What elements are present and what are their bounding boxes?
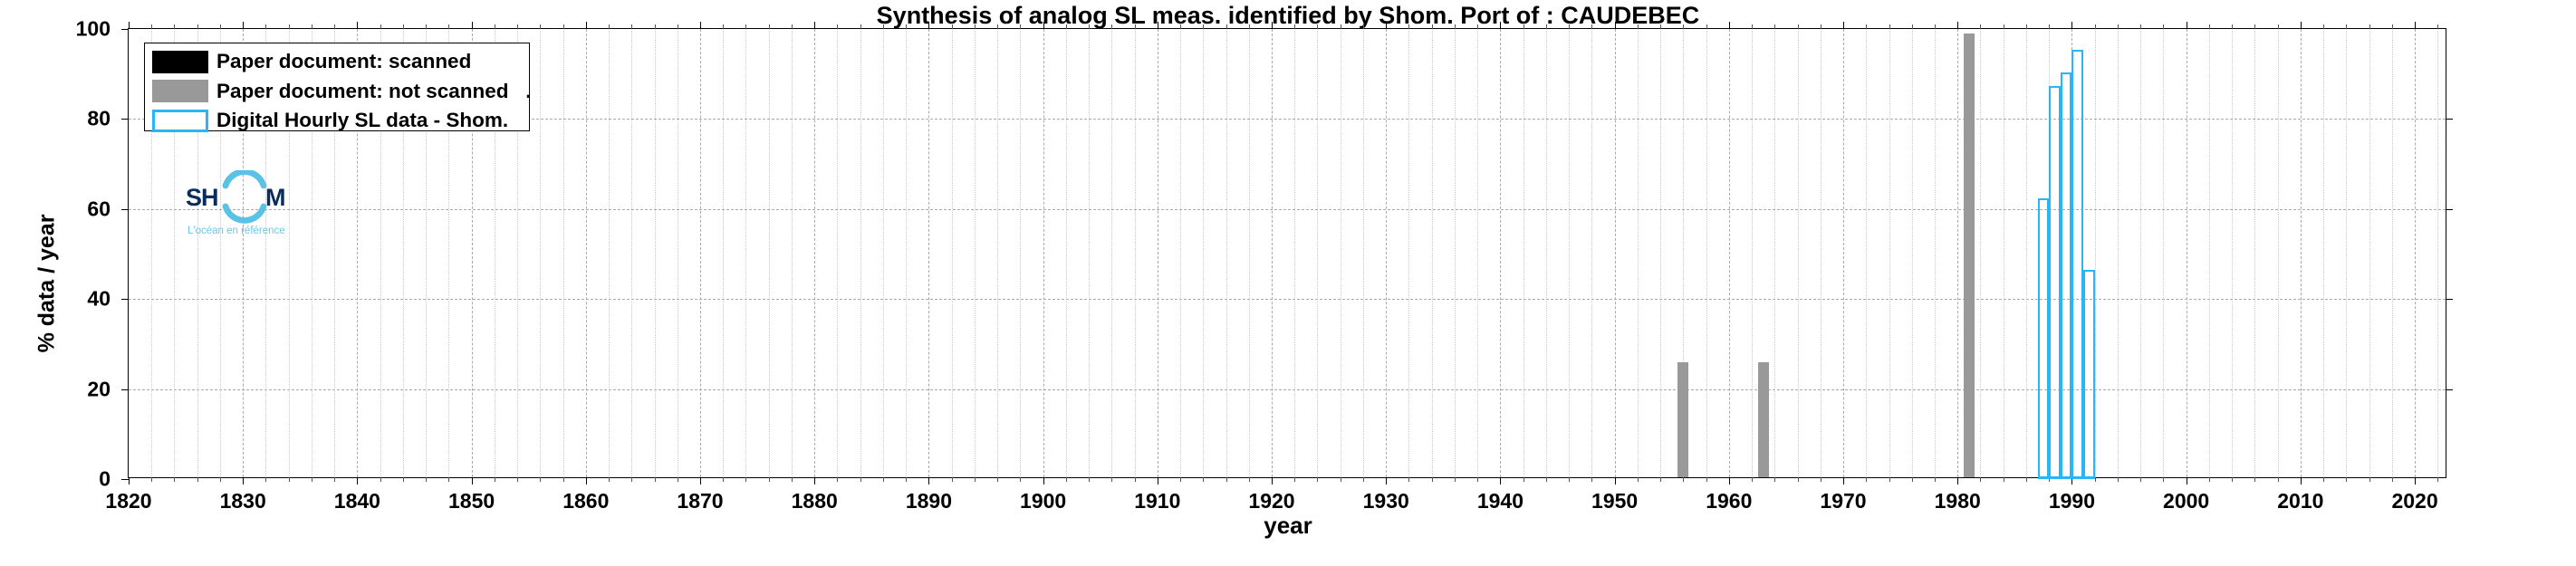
svg-text:M: M xyxy=(265,184,286,211)
svg-text:L'océan en référence: L'océan en référence xyxy=(187,225,285,236)
svg-text:SH: SH xyxy=(186,184,218,211)
